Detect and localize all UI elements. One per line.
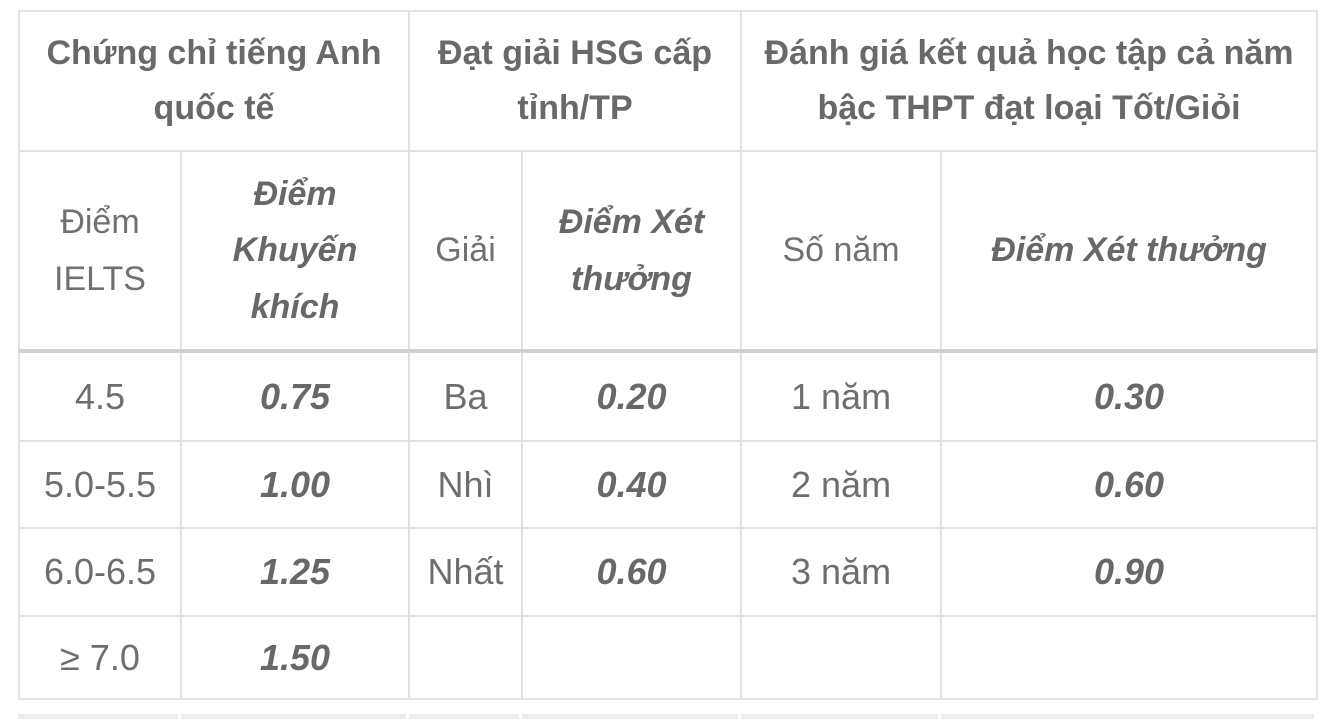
subheader-ielts-score: Điểm IELTS [18, 150, 182, 353]
cell-years: 3 năm [740, 527, 943, 617]
group-header-english-certificate: Chứng chỉ tiếng Anh quốc tế [17, 10, 411, 152]
table-row: ≥ 7.0 1.50 [18, 615, 1319, 700]
sub-header-row: Điểm IELTS Điểm Khuyến khích Giải Điểm X… [18, 150, 1319, 353]
group-header-row: Chứng chỉ tiếng Anh quốc tế Đạt giải HSG… [17, 10, 1319, 152]
table-row: 4.5 0.75 Ba 0.20 1 năm 0.30 [18, 350, 1319, 442]
cutoff-segment [409, 714, 519, 719]
cell-prize-bonus [521, 615, 743, 700]
cell-prize-bonus: 0.40 [521, 440, 743, 529]
subheader-encouragement-points: Điểm Khuyến khích [179, 150, 411, 353]
cell-years: 2 năm [740, 440, 943, 529]
bonus-points-table: Chứng chỉ tiếng Anh quốc tế Đạt giải HSG… [17, 10, 1319, 700]
cell-years-bonus: 0.90 [940, 527, 1319, 617]
cell-years [740, 615, 943, 700]
cell-encouragement-points: 1.00 [179, 440, 411, 529]
table-row: 6.0-6.5 1.25 Nhất 0.60 3 năm 0.90 [18, 527, 1319, 617]
cell-ielts-range: 5.0-5.5 [18, 440, 182, 529]
cell-ielts-range: 4.5 [18, 350, 182, 442]
cell-prize: Nhì [408, 440, 524, 529]
group-header-thpt-results: Đánh giá kết quả học tập cả năm bậc THPT… [740, 10, 1319, 152]
cutoff-segment [18, 714, 178, 719]
cell-encouragement-points: 1.25 [179, 527, 411, 617]
cell-prize [408, 615, 524, 700]
subheader-years-count: Số năm [740, 150, 943, 353]
cutoff-segment [941, 714, 1314, 719]
subheader-bonus-points-years: Điểm Xét thưởng [940, 150, 1319, 353]
cutoff-segment [522, 714, 738, 719]
cell-prize-bonus: 0.60 [521, 527, 743, 617]
cell-prize-bonus: 0.20 [521, 350, 743, 442]
cell-encouragement-points: 1.50 [179, 615, 411, 700]
cutoff-segment [741, 714, 938, 719]
group-header-hsg-prize: Đạt giải HSG cấp tỉnh/TP [408, 10, 743, 152]
cutoff-next-row-edge [18, 714, 1316, 722]
cell-years-bonus [940, 615, 1319, 700]
cell-years-bonus: 0.30 [940, 350, 1319, 442]
cutoff-segment [181, 714, 406, 719]
cell-years-bonus: 0.60 [940, 440, 1319, 529]
cell-prize: Nhất [408, 527, 524, 617]
subheader-prize: Giải [408, 150, 524, 353]
cell-encouragement-points: 0.75 [179, 350, 411, 442]
cell-ielts-range: ≥ 7.0 [18, 615, 182, 700]
subheader-bonus-points-prize: Điểm Xét thưởng [521, 150, 743, 353]
cell-years: 1 năm [740, 350, 943, 442]
cell-prize: Ba [408, 350, 524, 442]
cell-ielts-range: 6.0-6.5 [18, 527, 182, 617]
table-row: 5.0-5.5 1.00 Nhì 0.40 2 năm 0.60 [18, 440, 1319, 529]
